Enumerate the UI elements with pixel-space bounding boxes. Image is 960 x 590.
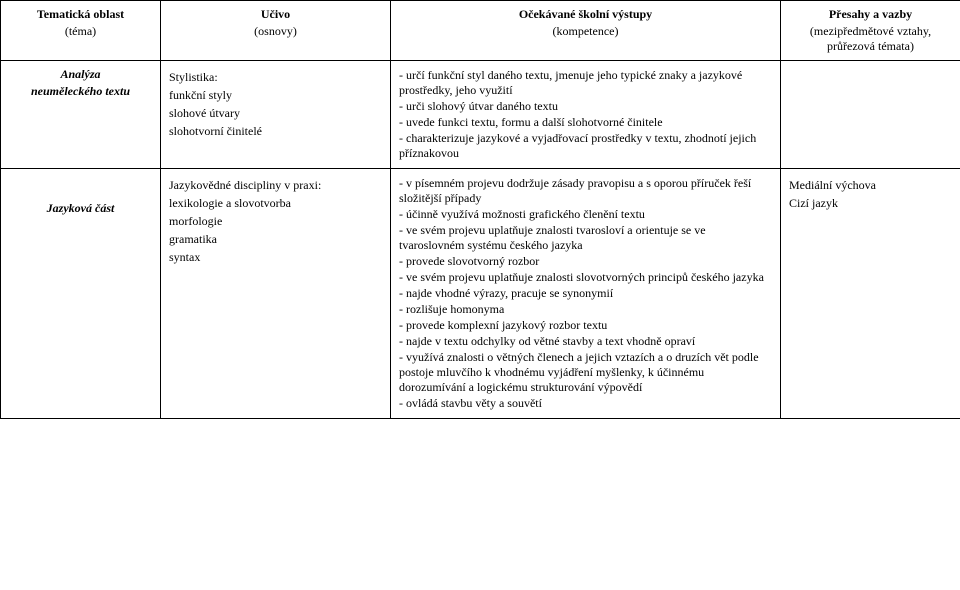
ucivo1-item: slohotvorní činitelé [169, 124, 382, 139]
outcomes-cell-2: - v písemném projevu dodržuje zásady pra… [391, 169, 781, 419]
ucivo1-item: slohové útvary [169, 106, 382, 121]
header-col2: Učivo (osnovy) [161, 1, 391, 61]
header-col3-title: Očekávané školní výstupy [519, 7, 652, 21]
ucivo2-item: morfologie [169, 214, 382, 229]
header-col2-sub: (osnovy) [169, 24, 382, 39]
ucivo2-item: syntax [169, 250, 382, 265]
header-col3-sub: (kompetence) [399, 24, 772, 39]
outcome-item: - charakterizuje jazykové a vyjadřovací … [399, 131, 772, 161]
header-col4-title: Přesahy a vazby [829, 7, 912, 21]
ucivo2-item: gramatika [169, 232, 382, 247]
cross-item: Cizí jazyk [789, 196, 952, 211]
cross-cell-1 [781, 61, 960, 169]
topic-cell-1: Analýza neuměleckého textu [1, 61, 161, 169]
topic2: Jazyková část [9, 201, 152, 216]
outcome-item: - ve svém projevu uplatňuje znalosti slo… [399, 270, 772, 285]
header-row: Tematická oblast (téma) Učivo (osnovy) O… [1, 1, 960, 61]
header-col1: Tematická oblast (téma) [1, 1, 161, 61]
ucivo2-item: lexikologie a slovotvorba [169, 196, 382, 211]
outcome-item: - rozlišuje homonyma [399, 302, 772, 317]
header-col1-sub: (téma) [9, 24, 152, 39]
outcome-item: - provede komplexní jazykový rozbor text… [399, 318, 772, 333]
curriculum-table: Tematická oblast (téma) Učivo (osnovy) O… [0, 0, 960, 419]
cross-cell-2: Mediální výchova Cizí jazyk [781, 169, 960, 419]
outcome-item: - ovládá stavbu věty a souvětí [399, 396, 772, 411]
outcome-item: - určí funkční styl daného textu, jmenuj… [399, 68, 772, 98]
ucivo-cell-1: Stylistika: funkční styly slohové útvary… [161, 61, 391, 169]
topic-cell-2: Jazyková část [1, 169, 161, 419]
outcome-item: - najde v textu odchylky od větné stavby… [399, 334, 772, 349]
ucivo1-head: Stylistika: [169, 70, 382, 85]
ucivo2-head: Jazykovědné discipliny v praxi: [169, 178, 382, 193]
topic1-line2: neuměleckého textu [9, 84, 152, 99]
header-col3: Očekávané školní výstupy (kompetence) [391, 1, 781, 61]
outcome-item: - ve svém projevu uplatňuje znalosti tva… [399, 223, 772, 253]
outcome-item: - uvede funkci textu, formu a další sloh… [399, 115, 772, 130]
outcome-item: - účinně využívá možnosti grafického čle… [399, 207, 772, 222]
cross-item: Mediální výchova [789, 178, 952, 193]
header-col1-title: Tematická oblast [37, 7, 124, 21]
outcome-item: - provede slovotvorný rozbor [399, 254, 772, 269]
table-row: Jazyková část Jazykovědné discipliny v p… [1, 169, 960, 419]
outcomes-cell-1: - určí funkční styl daného textu, jmenuj… [391, 61, 781, 169]
outcome-item: - urči slohový útvar daného textu [399, 99, 772, 114]
table-row: Analýza neuměleckého textu Stylistika: f… [1, 61, 960, 169]
header-col4: Přesahy a vazby (mezipředmětové vztahy, … [781, 1, 960, 61]
ucivo1-item: funkční styly [169, 88, 382, 103]
outcome-item: - najde vhodné výrazy, pracuje se synony… [399, 286, 772, 301]
header-col2-title: Učivo [261, 7, 290, 21]
outcome-item: - v písemném projevu dodržuje zásady pra… [399, 176, 772, 206]
outcome-item: - využívá znalosti o větných členech a j… [399, 350, 772, 395]
header-col4-sub: (mezipředmětové vztahy, průřezová témata… [789, 24, 952, 54]
topic1-line1: Analýza [9, 67, 152, 82]
ucivo-cell-2: Jazykovědné discipliny v praxi: lexikolo… [161, 169, 391, 419]
